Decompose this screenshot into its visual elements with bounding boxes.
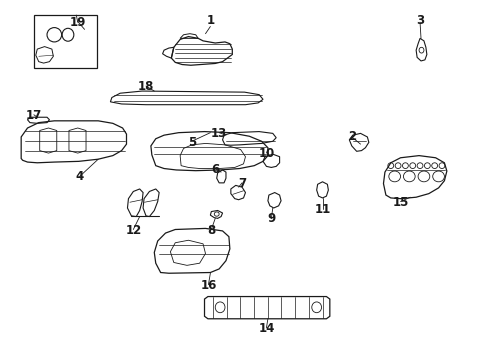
Text: 14: 14 [258, 322, 274, 335]
Text: 17: 17 [26, 109, 42, 122]
Text: 10: 10 [258, 147, 274, 159]
Text: 9: 9 [266, 212, 275, 225]
Text: 16: 16 [200, 279, 216, 292]
Text: 19: 19 [69, 16, 86, 29]
Text: 2: 2 [347, 130, 355, 144]
Text: 13: 13 [211, 127, 227, 140]
Text: 12: 12 [125, 224, 141, 237]
Bar [34, 15, 97, 68]
Text: 5: 5 [187, 136, 196, 149]
Text: 1: 1 [206, 14, 214, 27]
Text: 3: 3 [415, 14, 423, 27]
Text: 11: 11 [314, 203, 330, 216]
Text: 8: 8 [207, 224, 215, 237]
Text: 7: 7 [238, 177, 245, 190]
Text: 4: 4 [76, 170, 83, 183]
Text: 18: 18 [138, 80, 154, 93]
Text: 15: 15 [391, 196, 408, 209]
Text: 6: 6 [211, 163, 219, 176]
